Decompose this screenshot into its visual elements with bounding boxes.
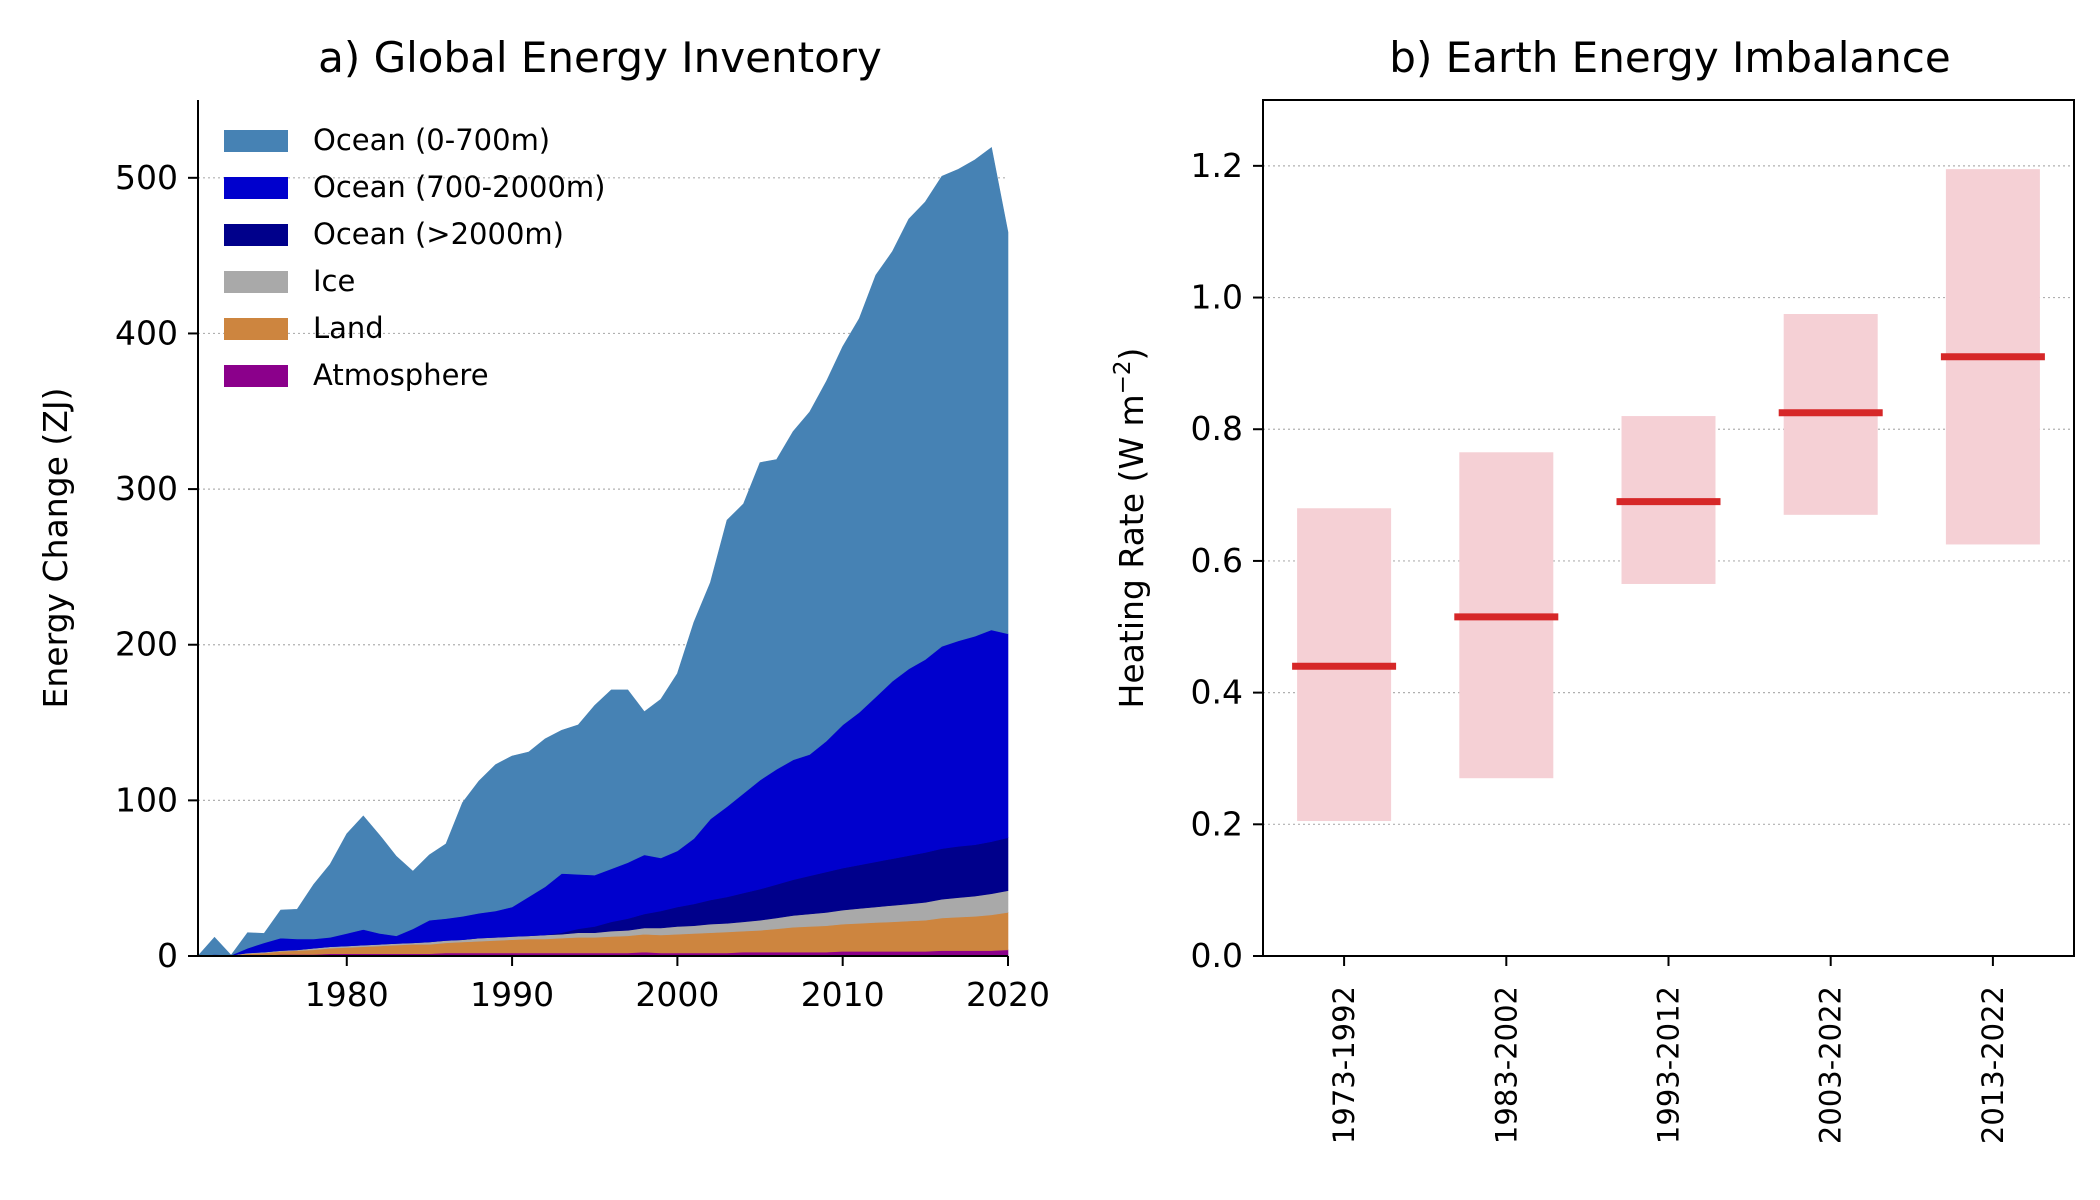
panel-b-ytick-label-3: 0.6 [1191,541,1243,580]
panel-a-ytick-label-4: 400 [115,313,178,352]
panel-b-xtick-label-2: 1993-2012 [1652,986,1686,1144]
legend-label-atmosphere: Atmosphere [313,358,489,392]
panel-a-xtick-label-1: 1990 [470,975,554,1014]
area-ocean-0-700m [197,146,1009,957]
panel-b-ytick-label-6: 1.2 [1191,146,1243,185]
panel-a-legend: Ocean (0-700m) Ocean (700-2000m) Ocean (>2… [224,123,605,392]
panel-b-y-label: Heating Rate (W m−2) [1110,348,1151,709]
legend-swatch-ocean-2000m [224,224,288,246]
legend-swatch-land [224,318,288,340]
legend-label-ocean-0-700m: Ocean (0-700m) [313,123,550,157]
legend-label-land: Land [313,311,384,345]
legend-swatch-ice [224,271,288,293]
panel-a-ytick-label-1: 100 [115,780,178,819]
legend-label-ocean-2000m: Ocean (>2000m) [313,217,564,251]
legend-swatch-ocean-700-2000m [224,177,288,199]
panel-b-y-label-main: Heating Rate (W m [1112,394,1151,708]
panel-b-ytick-label-2: 0.4 [1191,673,1243,712]
panel-b-bars [1292,169,2045,822]
panel-a-y-ticks: 0 100 200 300 400 500 [115,158,198,975]
legend-swatch-ocean-0-700m [224,130,288,152]
panel-b-title: b) Earth Energy Imbalance [1389,33,1950,82]
panel-a-xtick-label-3: 2010 [801,975,885,1014]
panel-a-ytick-label-2: 200 [115,625,178,664]
panel-a-xtick-label-0: 1980 [305,975,389,1014]
panel-b-xtick-label-0: 1973-1992 [1327,986,1361,1144]
legend-label-ice: Ice [313,264,355,298]
panel-b: b) Earth Energy Imbalance 0.00.20.40.60.… [1110,33,2075,1144]
panel-a-title: a) Global Energy Inventory [318,33,882,82]
panel-a-x-ticks: 1980 1990 2000 2010 2020 [305,956,1050,1014]
panel-a-y-label: Energy Change (ZJ) [36,388,75,709]
panel-a-xtick-label-2: 2000 [635,975,719,1014]
panel-b-x-ticks: 1973-1992 1983-2002 1993-2012 2003-2022 2013… [1327,956,2010,1144]
panel-b-y-label-superscript: −2 [1110,360,1136,394]
panel-a-xtick-label-4: 2020 [966,975,1050,1014]
panel-b-xtick-label-4: 2013-2022 [1976,986,2010,1144]
panel-a-areas [197,146,1009,957]
legend-swatch-atmosphere [224,365,288,387]
panel-b-ytick-label-0: 0.0 [1191,936,1243,975]
panel-b-y-label-close: ) [1112,348,1151,361]
panel-b-ytick-label-4: 0.8 [1191,409,1243,448]
panel-b-xtick-label-1: 1983-2002 [1489,986,1523,1144]
legend-label-ocean-700-2000m: Ocean (700-2000m) [313,170,605,204]
panel-a-ytick-label-3: 300 [115,469,178,508]
panel-a-ytick-label-0: 0 [157,936,178,975]
panel-b-ytick-label-1: 0.2 [1191,804,1243,843]
panel-a-ytick-label-5: 500 [115,158,178,197]
panel-b-ytick-label-5: 1.0 [1191,278,1243,317]
panel-b-xtick-label-3: 2003-2022 [1814,986,1848,1144]
panel-a: a) Global Energy Inventory 0 100 200 300 400… [36,33,1050,1014]
panel-b-y-ticks: 0.0 0.2 0.4 0.6 0.8 1.0 1.2 [1191,146,1263,975]
